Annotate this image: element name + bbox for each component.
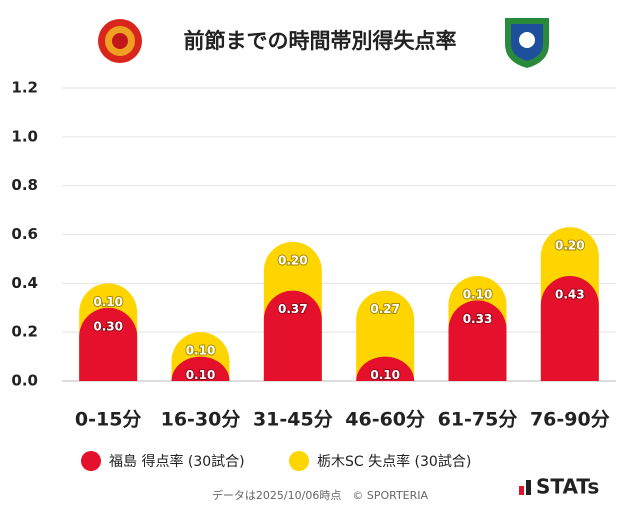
bar-segment xyxy=(356,356,415,381)
home-logo xyxy=(98,19,142,63)
value-label: 0.43 xyxy=(555,288,585,302)
y-tick-label: 1.2 xyxy=(11,79,38,97)
x-tick-label: 46-60分 xyxy=(345,409,425,431)
y-tick-label: 0.8 xyxy=(11,176,38,194)
footnote: データは2025/10/06時点 © SPORTERIA xyxy=(212,488,429,502)
value-label: 0.37 xyxy=(278,302,308,316)
y-tick-label: 0.0 xyxy=(11,372,38,390)
value-label: 0.10 xyxy=(370,368,400,382)
legend-swatch xyxy=(289,451,309,471)
value-label: 0.10 xyxy=(93,295,123,309)
value-label: 0.27 xyxy=(370,302,400,316)
value-label: 0.10 xyxy=(186,368,216,382)
logo-text: STATs xyxy=(536,475,599,499)
stats-icon xyxy=(519,480,531,495)
bar-segment xyxy=(356,290,415,381)
plot: 0.0 0.2 0.4 0.6 0.8 1.0 1.2 0-15分 0.30 0.10 16-30分… xyxy=(11,79,616,431)
bar-segment xyxy=(448,300,507,381)
y-tick-label: 0.4 xyxy=(11,274,38,292)
legend-label: 福島 得点率 (30試合) xyxy=(109,453,245,470)
x-tick-label: 76-90分 xyxy=(530,409,610,431)
chart-title: 前節までの時間帯別得失点率 xyxy=(184,29,457,53)
y-tick-label: 0.2 xyxy=(11,323,38,341)
bar-segment xyxy=(263,290,322,381)
value-label: 0.20 xyxy=(555,239,585,253)
x-tick-label: 0-15分 xyxy=(75,409,142,431)
value-label: 0.10 xyxy=(463,288,493,302)
x-tick-label: 16-30分 xyxy=(161,409,241,431)
legend-swatch xyxy=(81,451,101,471)
value-label: 0.33 xyxy=(463,312,493,326)
y-tick-label: 1.0 xyxy=(11,127,38,145)
legend-label: 栃木SC 失点率 (30試合) xyxy=(317,453,471,470)
x-tick-label: 61-75分 xyxy=(438,409,518,431)
bar-segment xyxy=(171,356,230,381)
away-logo xyxy=(505,18,549,68)
bar-segment xyxy=(540,276,599,381)
x-tick-label: 31-45分 xyxy=(253,409,333,431)
bar-segment xyxy=(79,307,138,381)
value-label: 0.10 xyxy=(186,344,216,358)
value-label: 0.30 xyxy=(93,319,123,333)
value-label: 0.20 xyxy=(278,253,308,267)
y-tick-label: 0.6 xyxy=(11,225,38,243)
